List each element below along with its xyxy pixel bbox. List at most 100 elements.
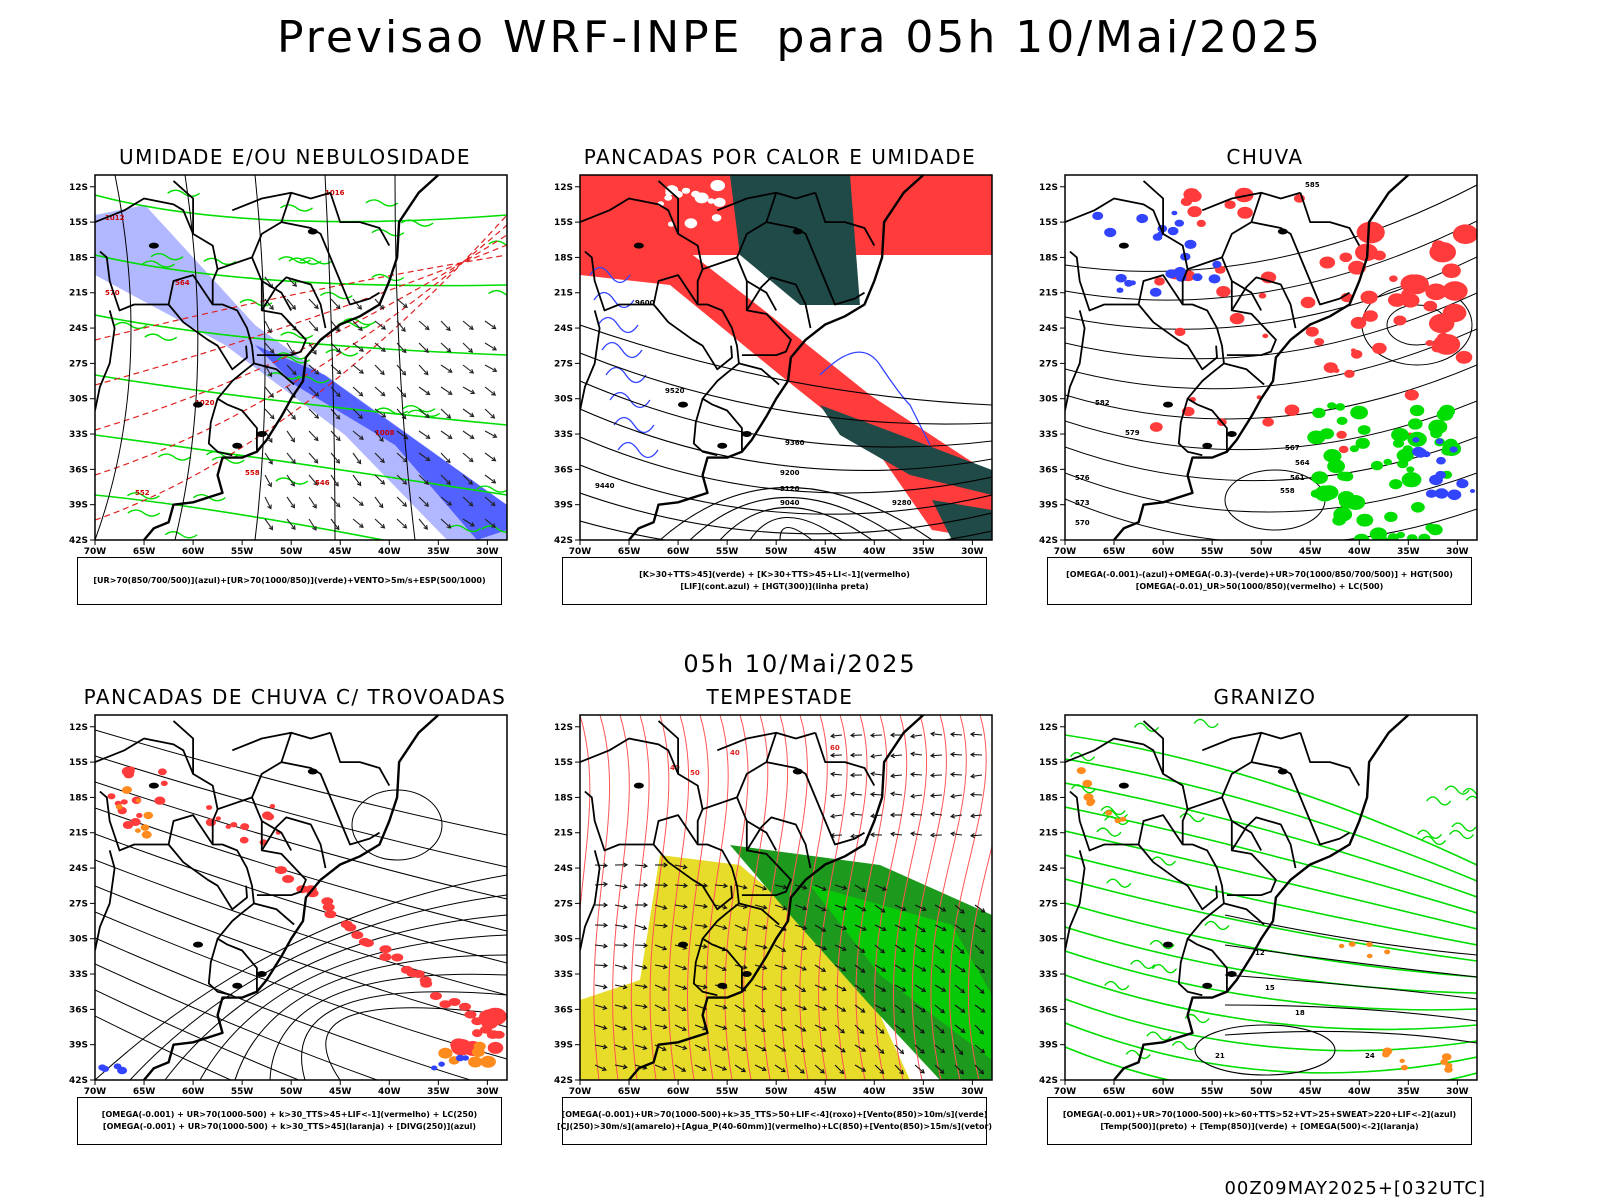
- wind-vector: [308, 452, 319, 464]
- legend-line: [UR>70(850/700/500)](azul)+[UR>70(1000/8…: [93, 576, 486, 585]
- omega-area: [1192, 273, 1203, 282]
- lon-tick-label: 40W: [378, 547, 401, 557]
- contour-label: 570: [105, 289, 120, 297]
- lon-tick-label: 30W: [476, 547, 499, 557]
- contour-label: 18: [1295, 1009, 1305, 1017]
- wind-vector: [654, 984, 667, 991]
- wind-vector: [462, 474, 473, 485]
- wind-vector: [374, 430, 384, 442]
- shower-area: [473, 1041, 486, 1051]
- clear-gap: [710, 180, 725, 192]
- wind-vector: [418, 342, 429, 353]
- wind-vector: [951, 794, 963, 798]
- wind-vector: [854, 1004, 865, 1013]
- wind-vector: [974, 1004, 986, 1013]
- strong-omega-area: [1440, 1059, 1448, 1065]
- wind-vector: [614, 1024, 627, 1030]
- wind-vector: [484, 430, 497, 438]
- wind-vector: [714, 1024, 727, 1030]
- temp-500-contour: [1194, 1024, 1336, 1076]
- lifted-index-contour: [597, 316, 639, 334]
- wind-vector: [974, 1064, 984, 1074]
- rain-area: [1441, 263, 1461, 279]
- wind-vector: [594, 1044, 607, 1048]
- strong-omega-area: [1399, 1058, 1405, 1063]
- wind-vector: [286, 518, 296, 530]
- shower-area: [135, 798, 141, 803]
- map-layers: 12 15 18 21 24: [1065, 715, 1477, 1080]
- wind-vector: [440, 364, 453, 373]
- wind-vector: [440, 496, 452, 506]
- lat-tick-label: 42S: [69, 536, 88, 546]
- wind-vector: [754, 1044, 766, 1051]
- temp-850-contour: [1130, 959, 1156, 970]
- legend-line: [OMEGA(-0.001) + UR>70(1000-500) + k>30_…: [101, 1110, 478, 1119]
- rain-area: [1314, 338, 1325, 346]
- streamline: [95, 807, 507, 932]
- lat-tick-label: 33S: [554, 970, 573, 980]
- wind-vector: [874, 984, 886, 992]
- wind-vector: [794, 944, 807, 950]
- wind-vector: [440, 320, 451, 331]
- wind-vector: [484, 496, 496, 506]
- lat-tick-label: 18S: [1039, 253, 1058, 263]
- strong-omega-area: [1428, 419, 1448, 435]
- lat-tick-label: 24S: [69, 324, 88, 334]
- wind-vector: [462, 408, 474, 417]
- temp-850-contour: [1065, 830, 1477, 930]
- wind-vector: [850, 813, 863, 816]
- map-frame: [94, 714, 508, 1081]
- omega-area: [1436, 456, 1446, 465]
- lat-tick-label: 18S: [69, 793, 88, 803]
- wind-vector: [418, 430, 431, 439]
- rain-area: [1360, 290, 1378, 304]
- rain-area: [1433, 334, 1461, 355]
- streamline: [95, 989, 301, 1080]
- thunderstorm-area: [122, 821, 134, 829]
- legend-box: [UR>70(850/700/500)](azul)+[UR>70(1000/8…: [77, 557, 502, 605]
- wind-vector: [352, 430, 364, 440]
- panel-trovoadas: PANCADAS DE CHUVA C/ TROVOADAS 12S 15S 18S…: [60, 685, 530, 1155]
- height-contour: [1065, 472, 1477, 513]
- wind-vector: [418, 408, 430, 418]
- thunderstorm-area: [154, 796, 166, 805]
- wind-vector: [264, 342, 275, 354]
- wind-vector: [814, 924, 826, 932]
- contour-label: 15: [1265, 984, 1275, 992]
- lat-tick-label: 39S: [554, 501, 573, 511]
- rain-area: [1372, 342, 1387, 354]
- pressure-contour: [324, 175, 336, 540]
- wind-vector: [934, 904, 946, 912]
- strong-omega-area: [1087, 798, 1096, 805]
- wind-vector: [910, 813, 923, 816]
- strong-omega-area: [1396, 531, 1405, 539]
- legend-box: [OMEGA(-0.001) + UR>70(1000-500) + k>30_…: [77, 1097, 502, 1145]
- lat-tick-label: 42S: [554, 536, 573, 546]
- thunderstorm-area: [215, 816, 221, 821]
- unstable-area: [580, 235, 992, 540]
- coastline-and-borders: [580, 175, 925, 540]
- wind-vector: [914, 924, 926, 932]
- wind-vector: [894, 964, 906, 972]
- wind-vector: [694, 964, 707, 969]
- wind-vector: [914, 984, 926, 992]
- lat-tick-label: 30S: [554, 395, 573, 405]
- thunderstorm-area: [225, 824, 232, 829]
- temp-500-contour: [1224, 1030, 1477, 1044]
- temp-850-contour: [1106, 878, 1132, 888]
- wind-vector: [774, 1044, 786, 1052]
- convective-area: [820, 405, 992, 495]
- wind-vector: [308, 474, 318, 486]
- wind-vector: [834, 1024, 845, 1034]
- wind-vector: [974, 984, 985, 994]
- wind-vector: [930, 754, 943, 757]
- wind-vector: [308, 320, 319, 332]
- wind-vector: [754, 924, 767, 929]
- height-contour: [1065, 328, 1477, 390]
- wind-vector: [374, 320, 386, 330]
- rain-area: [1344, 369, 1355, 378]
- legend-box: [K>30+TTS>45](verde) + [K>30+TTS>45+LI<-…: [562, 557, 987, 605]
- wind-vector: [484, 408, 495, 419]
- rain-area: [1187, 206, 1202, 218]
